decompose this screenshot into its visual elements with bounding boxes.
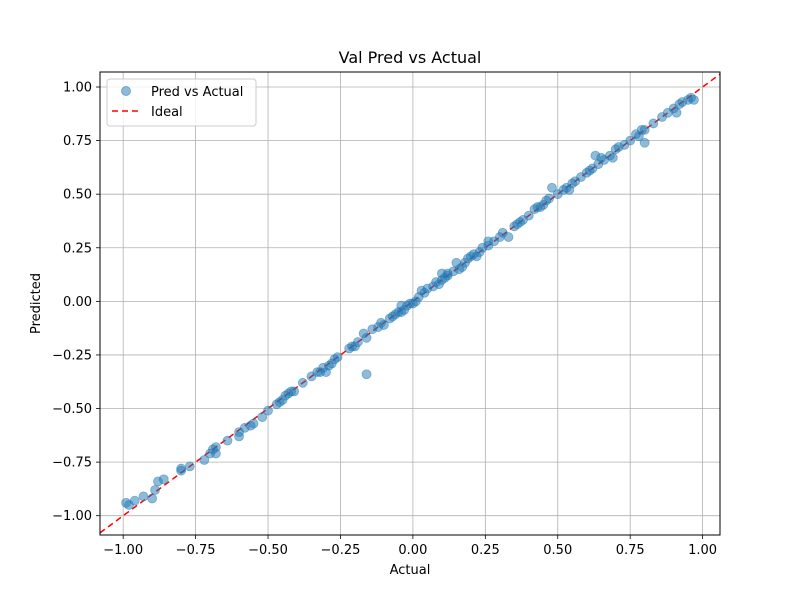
y-tick-label: −1.00: [52, 509, 92, 524]
x-axis-label: Actual: [390, 563, 431, 578]
y-tick-label: −0.75: [52, 456, 92, 471]
data-point: [639, 124, 650, 135]
data-point: [332, 352, 343, 362]
y-tick-label: −0.25: [52, 348, 92, 363]
data-point: [547, 182, 557, 193]
legend-box: [106, 78, 257, 127]
x-tick-label: −0.50: [248, 543, 288, 558]
legend: Pred vs Actual Ideal: [106, 78, 257, 127]
data-point: [361, 332, 372, 343]
data-point: [523, 210, 534, 221]
data-point: [297, 377, 308, 388]
legend-marker-pred-vs-actual: [121, 86, 131, 96]
data-point: [248, 418, 259, 429]
points-layer: [121, 92, 699, 510]
data-point: [544, 193, 554, 204]
data-point: [607, 152, 618, 163]
x-tick-label: 0.25: [471, 543, 500, 558]
plot-frame: [99, 71, 721, 536]
data-point: [289, 386, 300, 397]
data-point: [147, 493, 158, 504]
data-point: [222, 435, 233, 446]
x-tick-label: −0.75: [176, 543, 216, 558]
data-point: [176, 463, 187, 474]
x-tick-label: −0.25: [321, 543, 361, 558]
data-point: [199, 455, 210, 465]
chart-title: Val Pred vs Actual: [339, 48, 482, 67]
x-tick-label: 0.50: [543, 543, 572, 558]
data-point: [184, 461, 195, 472]
y-tick-label: 1.00: [63, 81, 92, 96]
data-point: [671, 107, 682, 118]
x-tick-label: 0.00: [398, 543, 427, 558]
data-point: [263, 405, 273, 416]
data-point: [138, 491, 149, 502]
x-tick-label: −1.00: [103, 543, 143, 558]
x-tick-label: 1.00: [688, 543, 717, 558]
data-point: [503, 232, 514, 242]
data-point: [210, 442, 221, 453]
data-point: [361, 369, 372, 380]
data-point: [129, 495, 140, 506]
data-point: [352, 337, 363, 347]
legend-label-pred-vs-actual: Pred vs Actual: [151, 85, 243, 100]
data-point: [379, 320, 389, 330]
y-axis-label: Predicted: [29, 273, 44, 334]
data-point: [648, 118, 659, 129]
data-point: [689, 94, 699, 105]
data-point: [257, 412, 268, 423]
data-point: [625, 135, 636, 146]
y-tick-label: 0.00: [63, 295, 92, 310]
y-tick-label: 0.50: [63, 188, 92, 203]
y-tick-label: −0.50: [52, 402, 92, 417]
data-point: [158, 474, 169, 485]
tick-layer: −1.00 −0.75 −0.50 −0.25 0.00 0.25 0.50 0.75 1.00…: [52, 81, 717, 558]
data-point: [150, 485, 160, 495]
legend-label-ideal: Ideal: [151, 105, 183, 120]
y-tick-label: 0.25: [63, 241, 92, 256]
data-point: [639, 137, 650, 148]
y-tick-label: 0.75: [63, 134, 92, 149]
x-tick-label: 0.75: [616, 543, 645, 558]
